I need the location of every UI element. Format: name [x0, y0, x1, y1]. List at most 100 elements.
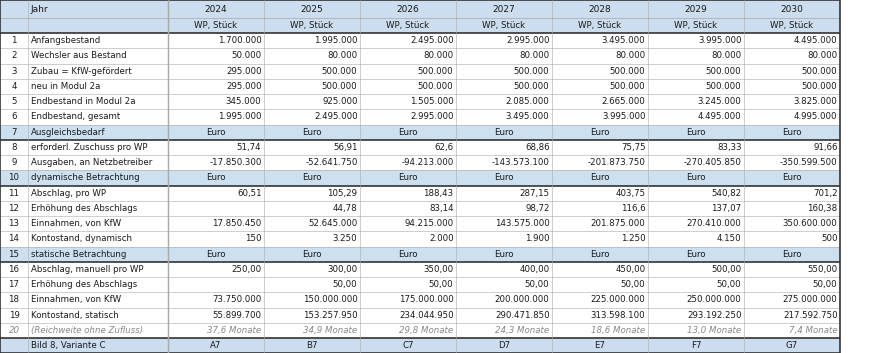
Text: Ausgleichsbedarf: Ausgleichsbedarf [31, 128, 105, 137]
Text: 7,4 Monate: 7,4 Monate [789, 326, 837, 335]
Text: 80.000: 80.000 [520, 52, 549, 60]
Bar [28, 292, 168, 307]
Text: 3.495.000: 3.495.000 [506, 112, 549, 121]
Text: 350,00: 350,00 [424, 265, 453, 274]
Text: Euro: Euro [207, 128, 226, 137]
Bar [456, 170, 552, 185]
Text: 50,00: 50,00 [429, 280, 453, 289]
Text: 13,0 Monate: 13,0 Monate [687, 326, 741, 335]
Text: 80.000: 80.000 [712, 52, 741, 60]
Bar [360, 338, 456, 353]
Text: 295.000: 295.000 [226, 67, 262, 76]
Text: 2.995.000: 2.995.000 [506, 36, 549, 45]
Bar [28, 155, 168, 170]
Bar [360, 125, 456, 140]
Bar [648, 185, 744, 201]
Text: 500: 500 [821, 234, 837, 243]
Bar [0, 64, 28, 79]
Text: 62,6: 62,6 [434, 143, 453, 152]
Text: Bild 8, Variante C: Bild 8, Variante C [31, 341, 105, 350]
Text: Euro: Euro [782, 173, 801, 183]
Bar [552, 185, 648, 201]
Bar [552, 292, 648, 307]
Text: Euro: Euro [399, 128, 418, 137]
Bar [456, 323, 552, 338]
Bar [28, 170, 168, 185]
Bar [648, 277, 744, 292]
Text: 4: 4 [11, 82, 17, 91]
Text: 2030: 2030 [780, 5, 803, 13]
Bar [360, 18, 456, 33]
Bar [28, 94, 168, 109]
Bar [0, 18, 28, 33]
Bar [456, 140, 552, 155]
Bar [744, 170, 840, 185]
Text: 188,43: 188,43 [424, 189, 453, 198]
Text: 500.000: 500.000 [418, 67, 453, 76]
Text: WP, Stück: WP, Stück [290, 21, 334, 30]
Bar [168, 338, 264, 353]
Text: -17.850.300: -17.850.300 [209, 158, 262, 167]
Text: 68,86: 68,86 [525, 143, 549, 152]
Text: 250,00: 250,00 [231, 265, 262, 274]
Bar [744, 33, 840, 48]
Bar [648, 79, 744, 94]
Text: 500.000: 500.000 [802, 82, 837, 91]
Bar [744, 48, 840, 64]
Bar [648, 94, 744, 109]
Text: 270.410.000: 270.410.000 [687, 219, 741, 228]
Text: 2028: 2028 [589, 5, 611, 13]
Text: C7: C7 [402, 341, 413, 350]
Bar [360, 33, 456, 48]
Bar [360, 201, 456, 216]
Text: Euro: Euro [686, 173, 705, 183]
Bar [360, 246, 456, 262]
Text: Euro: Euro [590, 128, 610, 137]
Bar [360, 292, 456, 307]
Bar [360, 48, 456, 64]
Text: 73.750.000: 73.750.000 [212, 295, 262, 304]
Text: 500.000: 500.000 [802, 67, 837, 76]
Bar [28, 109, 168, 125]
Text: -350.599.500: -350.599.500 [780, 158, 837, 167]
Text: 500.000: 500.000 [610, 82, 645, 91]
Text: 75,75: 75,75 [621, 143, 645, 152]
Bar [552, 246, 648, 262]
Text: 275.000.000: 275.000.000 [783, 295, 837, 304]
Bar [456, 125, 552, 140]
Text: 18: 18 [9, 295, 19, 304]
Text: 12: 12 [9, 204, 19, 213]
Bar [168, 170, 264, 185]
Text: 500.000: 500.000 [514, 82, 549, 91]
Bar [552, 231, 648, 246]
Text: 34,9 Monate: 34,9 Monate [303, 326, 358, 335]
Bar [360, 170, 456, 185]
Text: Euro: Euro [303, 250, 322, 259]
Text: Euro: Euro [399, 250, 418, 259]
Text: 4.495.000: 4.495.000 [794, 36, 837, 45]
Text: -270.405.850: -270.405.850 [684, 158, 741, 167]
Text: 500.000: 500.000 [514, 67, 549, 76]
Bar [744, 18, 840, 33]
Text: 287,15: 287,15 [520, 189, 549, 198]
Bar [552, 155, 648, 170]
Text: 153.257.950: 153.257.950 [303, 311, 358, 319]
Bar [264, 292, 360, 307]
Text: Euro: Euro [494, 173, 514, 183]
Text: -52.641.750: -52.641.750 [305, 158, 358, 167]
Bar [0, 231, 28, 246]
Bar [0, 216, 28, 231]
Bar [456, 185, 552, 201]
Bar [552, 109, 648, 125]
Text: 2029: 2029 [685, 5, 707, 13]
Text: 80.000: 80.000 [616, 52, 645, 60]
Text: 290.471.850: 290.471.850 [495, 311, 549, 319]
Bar [264, 201, 360, 216]
Bar [28, 231, 168, 246]
Text: Erhöhung des Abschlags: Erhöhung des Abschlags [31, 204, 137, 213]
Text: -94.213.000: -94.213.000 [401, 158, 453, 167]
Text: 550,00: 550,00 [807, 265, 837, 274]
Text: 293.192.250: 293.192.250 [687, 311, 741, 319]
Bar [744, 140, 840, 155]
Bar [28, 18, 168, 33]
